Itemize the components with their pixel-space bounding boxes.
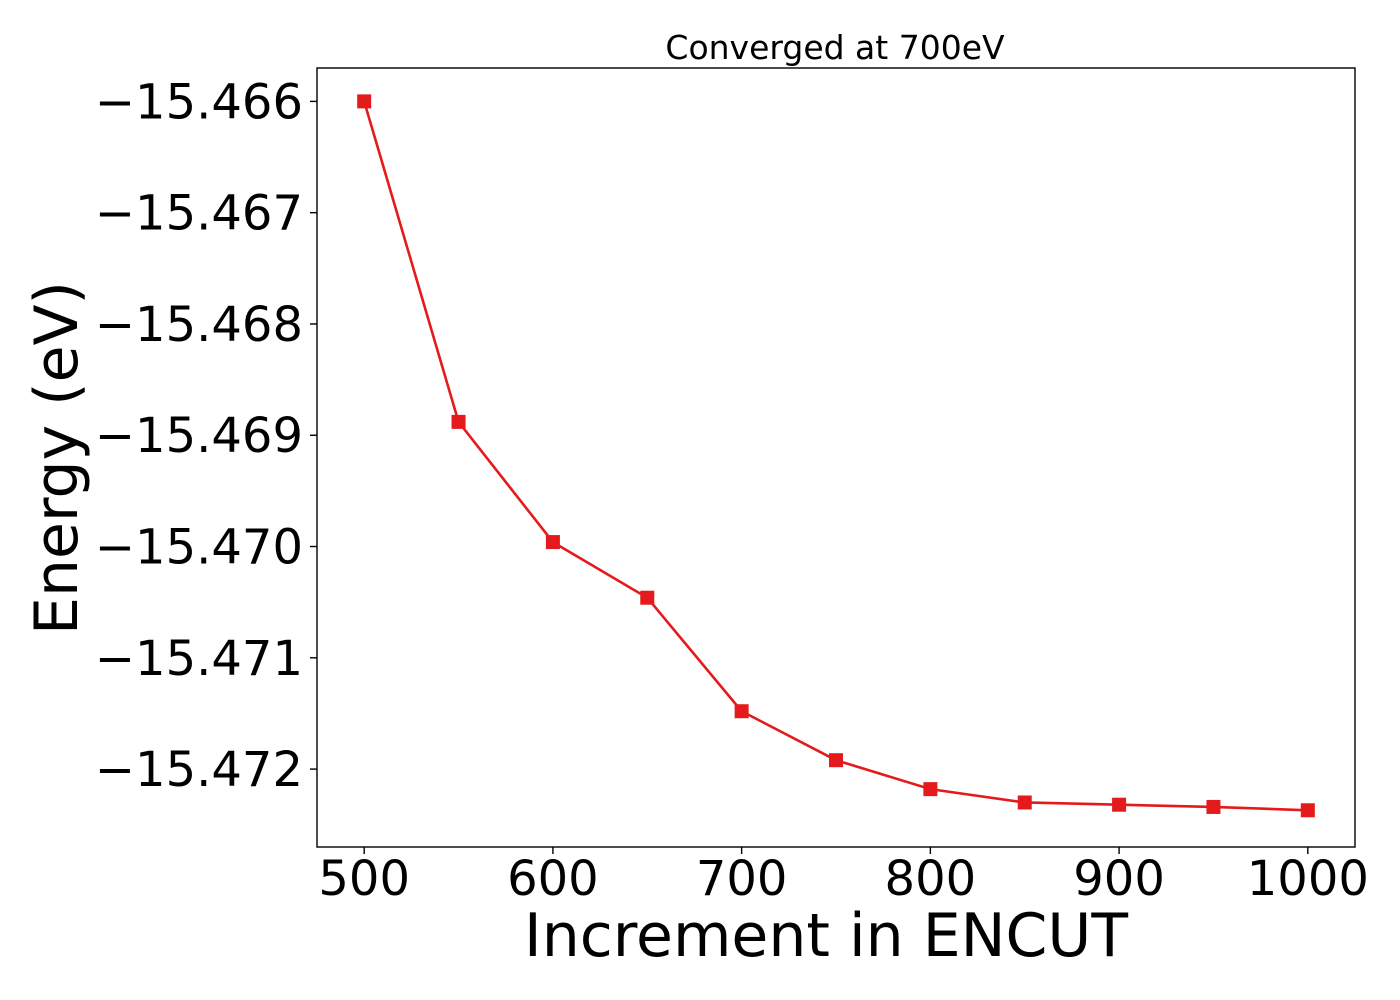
y-tick-label: −15.472 xyxy=(95,742,303,798)
data-point-marker xyxy=(1112,797,1127,812)
y-tick-label: −15.467 xyxy=(95,186,303,242)
y-axis-label: Energy (eV) xyxy=(22,281,92,635)
data-point-marker xyxy=(734,704,749,719)
x-axis-ticks: 500 600 700 800 900 1000 xyxy=(318,847,1369,907)
data-point-marker xyxy=(545,535,560,550)
data-point-marker xyxy=(1017,795,1032,810)
data-point-marker xyxy=(640,590,655,605)
data-point-marker xyxy=(1300,803,1315,818)
x-tick-label: 800 xyxy=(885,851,977,907)
y-tick-label: −15.471 xyxy=(95,631,303,687)
x-tick-label: 700 xyxy=(696,851,788,907)
series-layer xyxy=(357,94,1315,818)
data-point-marker xyxy=(1206,799,1221,814)
plot-area-frame xyxy=(316,67,1356,848)
x-axis-label: Increment in ENCUT xyxy=(524,901,1128,971)
x-tick-label: 500 xyxy=(318,851,410,907)
data-point-marker xyxy=(829,753,843,768)
y-tick-label: −15.466 xyxy=(95,74,303,130)
x-tick-label: 900 xyxy=(1073,851,1165,907)
x-tick-label: 1000 xyxy=(1247,851,1369,907)
data-point-marker xyxy=(451,414,466,429)
data-point-marker xyxy=(357,94,372,109)
y-axis-ticks: −15.466 −15.467 −15.468 −15.469 −15.470 −15.4… xyxy=(95,74,317,798)
y-tick-label: −15.468 xyxy=(95,297,303,353)
x-tick-label: 600 xyxy=(507,851,599,907)
data-point-marker xyxy=(923,782,938,797)
y-tick-label: −15.470 xyxy=(95,520,303,576)
y-tick-label: −15.469 xyxy=(95,408,303,464)
chart-title: Converged at 700eV xyxy=(665,28,1005,67)
